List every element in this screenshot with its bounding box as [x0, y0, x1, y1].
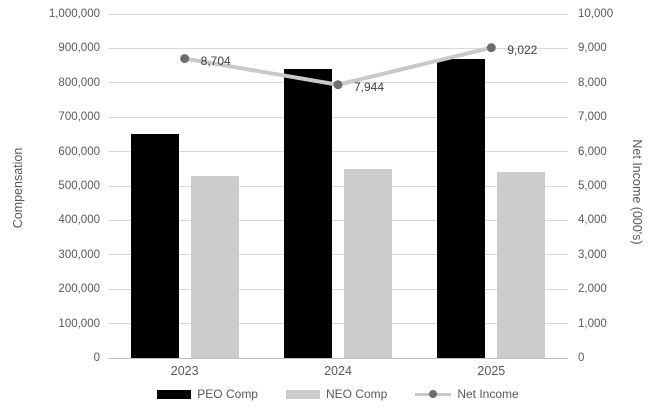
- bar-neo-comp-2024: [344, 168, 392, 358]
- legend-item-peo-comp: PEO Comp: [157, 387, 258, 401]
- net-income-line-layer: [180, 43, 496, 90]
- gridline: [108, 288, 568, 290]
- gridline: [108, 323, 568, 325]
- net-income-data-label-2023: 8,704: [200, 53, 231, 68]
- right-axis-tick: 6,000: [578, 145, 607, 158]
- right-axis-tick: 10,000: [578, 8, 614, 20]
- gridline: [108, 47, 568, 49]
- legend-marker-glyph: [429, 390, 438, 398]
- right-axis-tick: 4,000: [578, 214, 607, 227]
- legend-label: NEO Comp: [325, 387, 388, 401]
- gridline: [108, 219, 568, 221]
- legend-item-neo-comp: NEO Comp: [285, 387, 388, 401]
- net-income-marker-2025: [486, 43, 496, 53]
- left-axis-tick: 800,000: [58, 76, 100, 89]
- legend-swatch-net-income: [415, 390, 452, 399]
- right-axis-tick: 7,000: [578, 111, 607, 124]
- bar-neo-comp-2023: [190, 175, 239, 358]
- right-axis-tick: 1,000: [578, 317, 607, 330]
- right-axis-tick: 2,000: [578, 283, 607, 296]
- legend-item-net-income: Net Income: [415, 387, 519, 401]
- left-axis-tick: 200,000: [58, 283, 100, 296]
- left-axis-tick: 400,000: [58, 214, 100, 227]
- gridline: [108, 151, 568, 153]
- right-axis-tick: 3,000: [578, 248, 607, 261]
- legend-label: Net Income: [457, 387, 519, 401]
- net-income-data-label-2024: 7,944: [354, 79, 385, 94]
- plot-area: 8,704 7,944 9,022: [108, 13, 568, 359]
- left-axis-tick: 1,000,000: [48, 8, 100, 20]
- left-axis-tick: 100,000: [58, 317, 100, 330]
- x-axis-line: [108, 357, 568, 359]
- right-axis-title: Net Income (000's): [630, 139, 644, 245]
- legend-swatch-neo-comp: [285, 389, 320, 399]
- bar-peo-comp-2023: [130, 134, 179, 358]
- left-axis-tick: 300,000: [58, 248, 100, 261]
- legend: PEO Comp NEO Comp Net Income: [108, 387, 568, 401]
- bar-peo-comp-2024: [284, 69, 332, 358]
- right-axis-tick: 9,000: [578, 42, 607, 55]
- right-axis-tick: 5,000: [578, 180, 607, 192]
- gridline: [108, 13, 568, 15]
- gridline: [108, 254, 568, 256]
- right-axis-tick: 0: [578, 352, 585, 364]
- left-axis-tick: 600,000: [58, 145, 100, 158]
- gridline: [108, 185, 568, 187]
- left-axis-tick: 900,000: [58, 42, 100, 55]
- x-axis-label: 2025: [477, 364, 506, 378]
- left-axis-tick: 0: [93, 352, 100, 364]
- bar-peo-comp-2025: [437, 58, 486, 358]
- net-income-marker-2024: [333, 80, 343, 90]
- x-axis-label: 2023: [170, 364, 199, 378]
- gridline: [108, 116, 568, 118]
- left-axis-tick: 500,000: [58, 180, 100, 192]
- net-income-data-label-2025: 9,022: [507, 42, 538, 57]
- net-income-marker-2023: [180, 54, 190, 64]
- legend-label: PEO Comp: [197, 387, 258, 401]
- left-axis-tick: 700,000: [58, 111, 100, 124]
- right-axis-tick: 8,000: [578, 76, 607, 89]
- bar-neo-comp-2025: [497, 172, 546, 358]
- x-axis-label: 2024: [324, 364, 352, 378]
- legend-swatch-peo-comp: [157, 389, 192, 399]
